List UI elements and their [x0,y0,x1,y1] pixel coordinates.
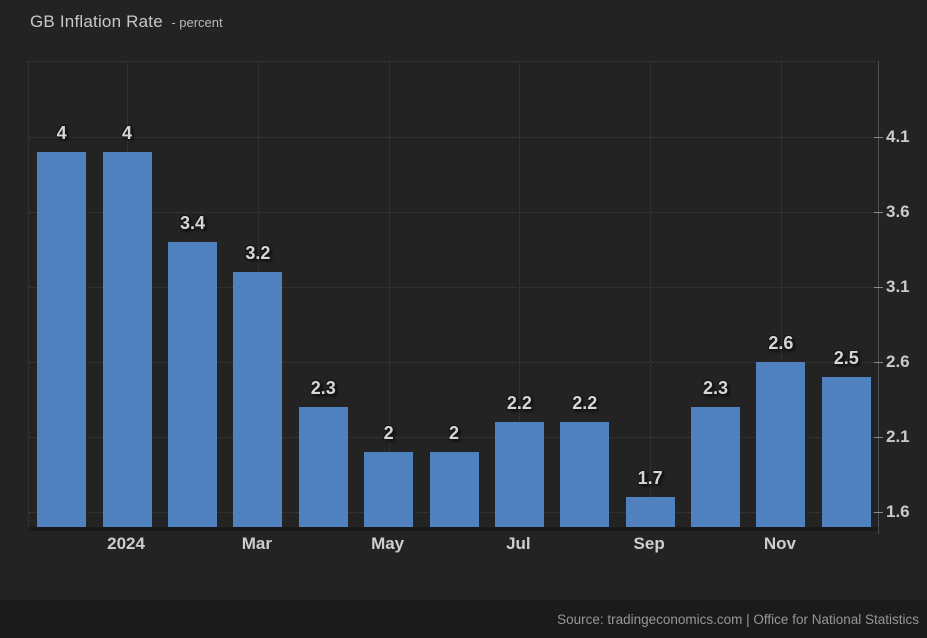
bar-value-label: 2.3 [310,378,336,398]
bar-value-label: 2.3 [703,378,729,398]
bar-value-label: 3.2 [245,243,271,263]
bar[interactable] [37,152,87,527]
x-axis-tick-label: Mar [241,534,272,553]
y-axis-tick-label: 2.1 [886,427,910,446]
vertical-gridline [519,62,521,527]
bar-value-label: 4 [56,123,67,143]
bar[interactable] [821,377,871,527]
vertical-gridline [780,62,782,527]
y-axis-tick-label: 1.6 [886,502,910,521]
bar-value-label: 3.4 [179,213,205,233]
x-axis-tick-label: May [371,534,405,553]
y-axis-tick [874,137,883,138]
bar-value-label: 2.6 [768,333,794,353]
bar[interactable] [102,152,152,527]
y-axis-tick-label: 3.1 [886,277,910,296]
y-axis-line [878,61,879,534]
y-axis-tick [874,287,883,288]
y-axis-tick-label: 2.6 [886,352,910,371]
bar[interactable] [233,272,283,527]
x-axis-tick-label: Nov [763,534,796,553]
source-text: Source: tradingeconomics.com | Office fo… [557,611,919,627]
y-axis-tick-label: 4.1 [886,127,910,146]
bar-value-label: 2 [448,423,459,443]
horizontal-gridline [29,212,879,213]
chart-subtitle: - percent [171,15,223,30]
bar[interactable] [364,452,414,527]
bar-value-label: 1.7 [637,468,663,488]
bar-value-label: 2.2 [506,393,532,413]
bar[interactable] [560,422,610,527]
chart-title: GB Inflation Rate [30,12,163,31]
bar-value-label: 2 [383,423,394,443]
vertical-gridline [388,62,390,527]
x-axis-tick-label: Sep [633,534,665,553]
chart-footer: Source: tradingeconomics.com | Office fo… [0,600,927,638]
x-axis-tick-label: Jul [506,534,531,553]
bar[interactable] [167,242,217,527]
bar-value-label: 2.5 [833,348,859,368]
bar[interactable] [298,407,348,527]
bar-value-label: 4 [122,123,133,143]
horizontal-gridline [29,137,879,138]
vertical-gridline [650,62,652,527]
bar[interactable] [756,362,806,527]
bar[interactable] [691,407,741,527]
horizontal-gridline [29,287,879,288]
bar-value-label: 2.2 [572,393,598,413]
y-axis-tick [874,512,883,513]
y-axis-tick-label: 3.6 [886,202,910,221]
bar[interactable] [625,497,675,527]
y-axis-tick [874,362,883,363]
bar[interactable] [494,422,544,527]
chart-header: GB Inflation Rate - percent [30,12,223,32]
bar[interactable] [429,452,479,527]
y-axis-tick [874,437,883,438]
plot-area: 4 4 3.4 3.2 2.3 2 2 2.2 2.2 1.7 2.3 2.6 2.5 [28,61,879,531]
x-axis-tick-label: 2024 [107,534,145,553]
y-axis-tick [874,212,883,213]
horizontal-gridline [29,362,879,363]
horizontal-gridline [29,437,879,438]
